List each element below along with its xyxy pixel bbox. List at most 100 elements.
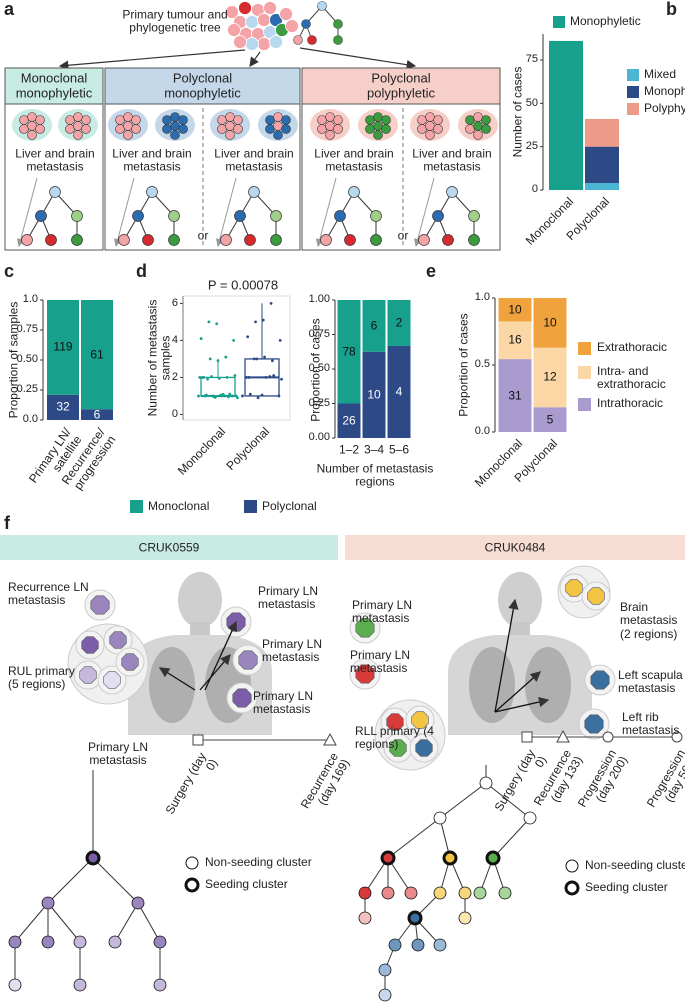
label: Liver and brain metastasis	[112, 146, 192, 174]
tree-node	[234, 210, 246, 222]
legend-swatch	[130, 500, 143, 513]
cluster	[433, 811, 447, 825]
event-marker	[521, 731, 533, 743]
tumour-region	[79, 666, 97, 684]
arrow	[58, 49, 246, 71]
event-marker	[556, 729, 570, 743]
metastasis-cell	[481, 124, 491, 134]
data-label: 31	[508, 387, 522, 402]
metastasis-cell	[115, 124, 125, 134]
legend-swatch	[627, 103, 639, 115]
bar-segment	[47, 300, 79, 395]
metastasis-cell	[325, 112, 335, 122]
metastasis-cell	[373, 130, 383, 140]
point	[203, 394, 207, 398]
point	[207, 320, 211, 324]
tree-node	[317, 1, 327, 11]
bar-segment	[533, 347, 567, 408]
tree-edge	[47, 857, 94, 904]
point	[272, 374, 276, 377]
metastasis-cell	[225, 121, 235, 131]
tree-node	[370, 234, 382, 246]
tree-node	[432, 210, 444, 222]
site-label: Left scapula metastasis	[618, 667, 683, 696]
arrow	[249, 51, 261, 67]
metastasis-cell	[317, 124, 327, 134]
metastasis-cell	[425, 112, 435, 122]
label: e	[426, 261, 437, 282]
chart-title: P = 0.00078	[207, 277, 279, 293]
head	[498, 572, 542, 628]
metastasis-cell	[65, 115, 75, 125]
y-tick-label: 0.5	[474, 358, 490, 371]
tumour-region	[411, 711, 429, 729]
point	[254, 320, 257, 324]
label: Polyclonal polyphyletic	[367, 70, 435, 100]
tree-node	[21, 234, 33, 246]
tree-node	[320, 234, 332, 246]
seeding-cluster	[442, 850, 458, 866]
label: Liver and brain metastasis	[214, 146, 294, 174]
plot-frame	[182, 295, 291, 421]
tumour-cell	[269, 35, 283, 49]
metastasis-cell	[325, 121, 335, 131]
metastasis-cell	[465, 115, 475, 125]
legend-label: Seeding cluster	[585, 879, 668, 894]
legend-seeding	[564, 880, 580, 896]
legend-label: Intrathoracic	[597, 395, 664, 410]
tree-node	[344, 234, 356, 246]
metastasis-cell	[317, 115, 327, 125]
y-tick-label: 0.25	[16, 383, 38, 396]
cluster	[411, 938, 425, 952]
legend-label: Non-seeding cluster	[205, 854, 312, 869]
data-label: 61	[90, 346, 104, 361]
cluster	[153, 978, 167, 992]
metastasis-cell	[19, 124, 29, 134]
bar-segment	[585, 118, 619, 147]
point	[264, 376, 268, 379]
metastasis-cell	[325, 130, 335, 140]
y-tick-label: 0.0	[474, 425, 490, 438]
tree-edge	[387, 817, 441, 859]
point	[211, 394, 215, 398]
point	[225, 376, 229, 379]
label: Liver and brain metastasis	[412, 146, 492, 174]
metastasis-cell	[425, 130, 435, 140]
point	[217, 376, 221, 380]
metastasis-cell	[131, 124, 141, 134]
legend-swatch	[627, 69, 639, 81]
metastasis-cell	[265, 124, 275, 134]
cluster	[433, 886, 447, 900]
cluster	[358, 911, 372, 925]
point	[234, 394, 238, 398]
tumour-region	[355, 664, 375, 684]
metastasis-cell	[225, 112, 235, 122]
metastasis-cell	[281, 124, 291, 134]
label: or	[197, 228, 209, 243]
metastasis-cell	[73, 121, 83, 131]
bar-segment	[81, 300, 113, 410]
cluster	[523, 811, 537, 825]
tumour-cell	[263, 1, 277, 15]
bar-segment	[337, 403, 361, 438]
x-tick-label: 1–2	[338, 442, 360, 457]
tumour-region	[590, 670, 610, 690]
bar-segment	[362, 300, 386, 352]
legend-swatch	[578, 366, 591, 379]
y-axis-label: Proportion of samples	[6, 301, 21, 419]
point	[227, 395, 230, 399]
metastasis-cell	[265, 115, 275, 125]
site-label: Primary LN metastasis	[258, 583, 319, 612]
bar-segment	[585, 183, 619, 190]
tree-node	[71, 234, 83, 246]
metastasis-cell	[65, 124, 75, 134]
tumour-cell	[225, 5, 239, 19]
legend-swatch	[553, 16, 565, 28]
site-label: Primary LN metastasis	[352, 597, 413, 626]
y-tick-label: 0	[531, 183, 538, 196]
seeding-arrow	[215, 177, 237, 247]
metastasis-cell	[273, 112, 283, 122]
label: f	[4, 513, 10, 534]
bar-segment	[387, 345, 411, 438]
y-tick-label: 2	[171, 370, 178, 383]
